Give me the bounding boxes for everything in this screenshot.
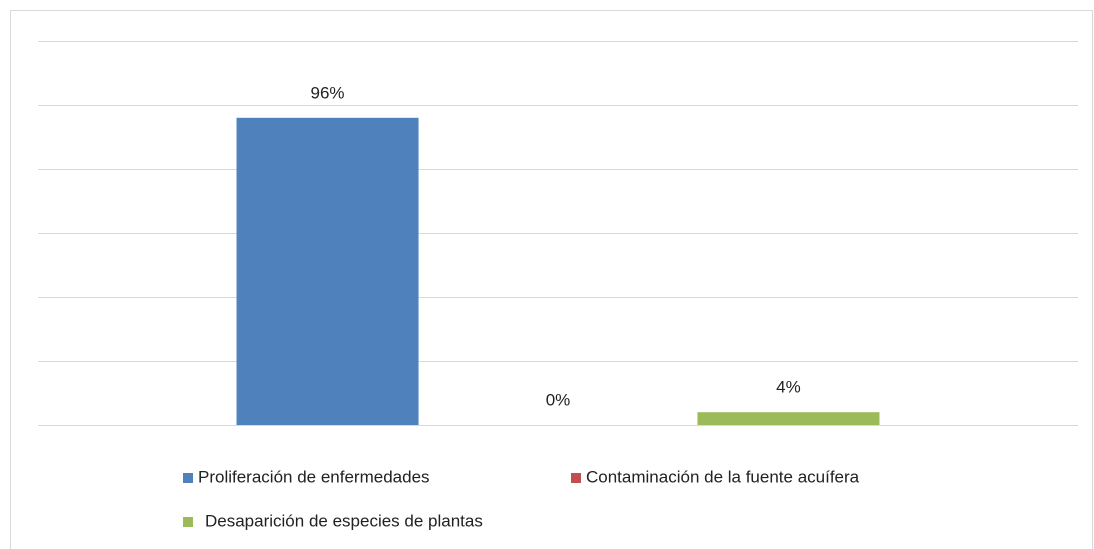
bar [236, 117, 419, 426]
legend-label: Proliferación de enfermedades [198, 467, 430, 486]
data-label: 4% [776, 378, 801, 397]
bar [697, 412, 880, 425]
legend-label: Desaparición de especies de plantas [205, 511, 483, 530]
legend-swatch [571, 473, 581, 483]
legend-swatch [183, 517, 193, 527]
data-label: 0% [546, 390, 571, 409]
legend-swatch [183, 473, 193, 483]
data-label: 96% [311, 83, 345, 102]
chart-border [10, 10, 1093, 549]
legend-label: Contaminación de la fuente acuífera [586, 467, 860, 486]
